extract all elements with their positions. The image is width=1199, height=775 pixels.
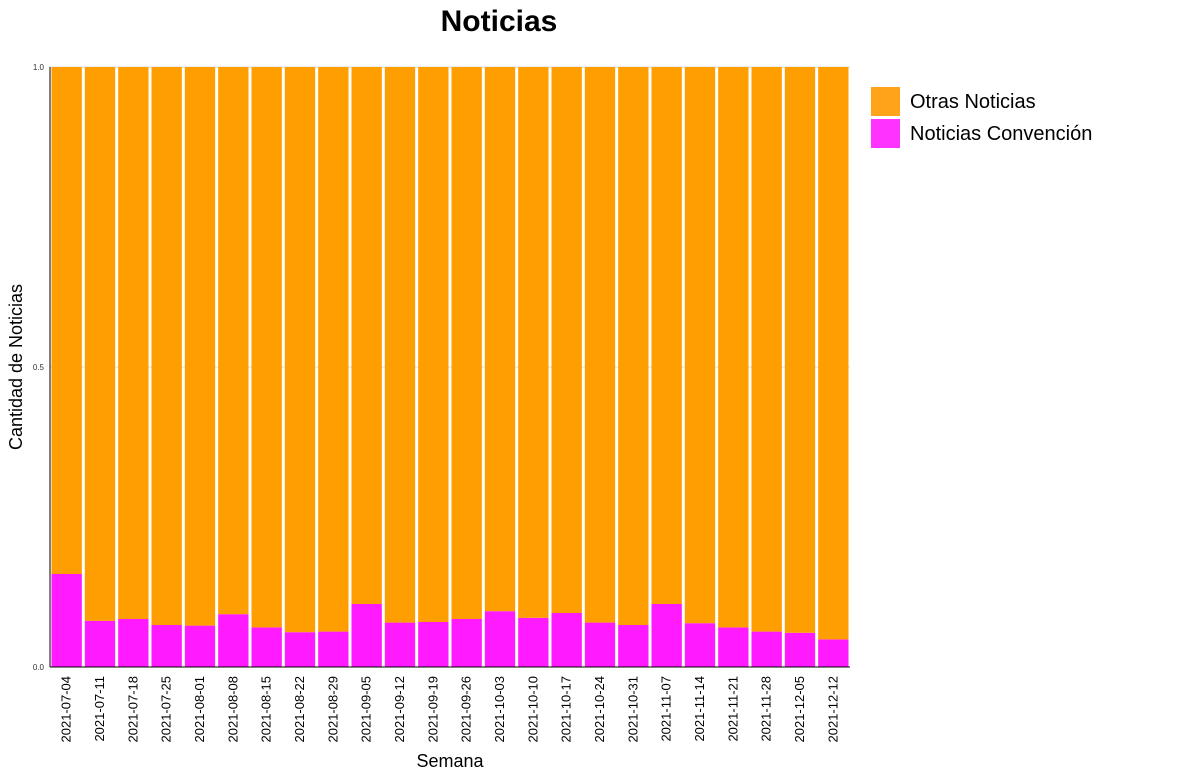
- legend-label: Noticias Convención: [910, 123, 1092, 145]
- bar-otras-noticias: [151, 67, 182, 625]
- bar-noticias-convencion: [751, 631, 782, 667]
- x-tick-label: 2021-09-05: [359, 676, 374, 743]
- bar-noticias-convencion: [418, 622, 449, 667]
- bar-noticias-convencion: [484, 611, 516, 667]
- x-tick-label: 2021-08-29: [325, 676, 340, 743]
- bar-noticias-convencion: [51, 574, 82, 667]
- y-axis-title: Cantidad de Noticias: [6, 284, 26, 450]
- x-tick-labels: 2021-07-04 2021-07-11 2021-07-18 2021-07-25…: [59, 676, 841, 743]
- y-tick-label: 0.0: [33, 663, 45, 672]
- bar-otras-noticias: [84, 67, 116, 621]
- legend-swatch: [871, 119, 900, 148]
- bar-otras-noticias: [451, 67, 482, 619]
- x-tick-label: 2021-07-11: [92, 676, 107, 742]
- y-tick-label: 1.0: [33, 63, 45, 72]
- bar-noticias-convencion: [651, 604, 682, 667]
- x-tick-label: 2021-11-21: [725, 676, 740, 742]
- bar-otras-noticias: [818, 67, 849, 640]
- x-tick-label: 2021-11-14: [692, 676, 707, 742]
- bar-noticias-convencion: [351, 604, 382, 667]
- legend-swatch: [871, 87, 900, 116]
- x-axis-title: Semana: [416, 751, 484, 771]
- bar-otras-noticias: [418, 67, 449, 622]
- bar-otras-noticias: [651, 67, 682, 604]
- bar-noticias-convencion: [184, 625, 216, 667]
- bar-otras-noticias: [584, 67, 616, 623]
- bar-otras-noticias: [518, 67, 549, 618]
- bar-otras-noticias: [784, 67, 816, 633]
- bar-noticias-convencion: [584, 622, 616, 667]
- bar-otras-noticias: [218, 67, 249, 615]
- x-tick-label: 2021-10-03: [492, 676, 507, 743]
- bar-otras-noticias: [484, 67, 516, 612]
- bar-otras-noticias: [684, 67, 716, 624]
- bar-otras-noticias: [551, 67, 582, 613]
- bar-noticias-convencion: [251, 627, 282, 667]
- bar-otras-noticias: [184, 67, 216, 626]
- bar-otras-noticias: [751, 67, 782, 632]
- bar-otras-noticias: [618, 67, 649, 625]
- bar-noticias-convencion: [818, 639, 849, 667]
- bar-noticias-convencion: [684, 623, 716, 667]
- x-tick-label: 2021-08-22: [292, 676, 307, 743]
- bar-noticias-convencion: [84, 620, 116, 667]
- x-tick-label: 2021-09-19: [425, 676, 440, 743]
- x-tick-label: 2021-07-04: [59, 676, 74, 743]
- bar-otras-noticias: [718, 67, 749, 628]
- bar-noticias-convencion: [451, 619, 482, 667]
- x-tick-label: 2021-09-12: [392, 676, 407, 743]
- bar-noticias-convencion: [618, 625, 649, 667]
- legend: Otras Noticias Noticias Convención: [871, 87, 1092, 148]
- legend-label: Otras Noticias: [910, 91, 1036, 113]
- x-tick-label: 2021-11-07: [659, 676, 674, 742]
- bar-noticias-convencion: [518, 617, 549, 667]
- bar-noticias-convencion: [384, 622, 416, 667]
- bar-otras-noticias: [284, 67, 316, 633]
- axes: [49, 67, 850, 668]
- x-tick-label: 2021-12-12: [825, 676, 840, 743]
- x-tick-label: 2021-10-10: [525, 676, 540, 743]
- bar-noticias-convencion: [551, 613, 582, 667]
- bar-otras-noticias: [51, 67, 82, 574]
- bar-noticias-convencion: [151, 625, 182, 667]
- x-tick-label: 2021-08-08: [225, 676, 240, 743]
- bar-noticias-convencion: [318, 631, 349, 667]
- x-tick-label: 2021-10-31: [625, 676, 640, 743]
- bar-noticias-convencion: [784, 632, 816, 667]
- bar-otras-noticias: [384, 67, 416, 623]
- x-tick-label: 2021-07-25: [159, 676, 174, 743]
- bar-otras-noticias: [318, 67, 349, 632]
- x-tick-label: 2021-08-01: [192, 676, 207, 743]
- bar-otras-noticias: [251, 67, 282, 628]
- bar-otras-noticias: [351, 67, 382, 604]
- x-tick-label: 2021-11-28: [759, 676, 774, 742]
- bar-otras-noticias: [118, 67, 149, 619]
- x-tick-label: 2021-08-15: [259, 676, 274, 743]
- bars: [51, 67, 849, 667]
- y-tick-label: 0.5: [33, 363, 45, 372]
- bar-noticias-convencion: [218, 614, 249, 667]
- chart-title: Noticias: [441, 5, 558, 38]
- x-tick-label: 2021-09-26: [459, 676, 474, 743]
- x-tick-label: 2021-10-17: [559, 676, 574, 743]
- x-tick-label: 2021-12-05: [792, 676, 807, 743]
- bar-noticias-convencion: [718, 627, 749, 667]
- bar-noticias-convencion: [284, 632, 316, 667]
- y-tick-labels: 0.0 0.5 1.0: [33, 63, 45, 672]
- x-tick-label: 2021-10-24: [592, 676, 607, 743]
- x-tick-label: 2021-07-18: [125, 676, 140, 743]
- bar-noticias-convencion: [118, 619, 149, 667]
